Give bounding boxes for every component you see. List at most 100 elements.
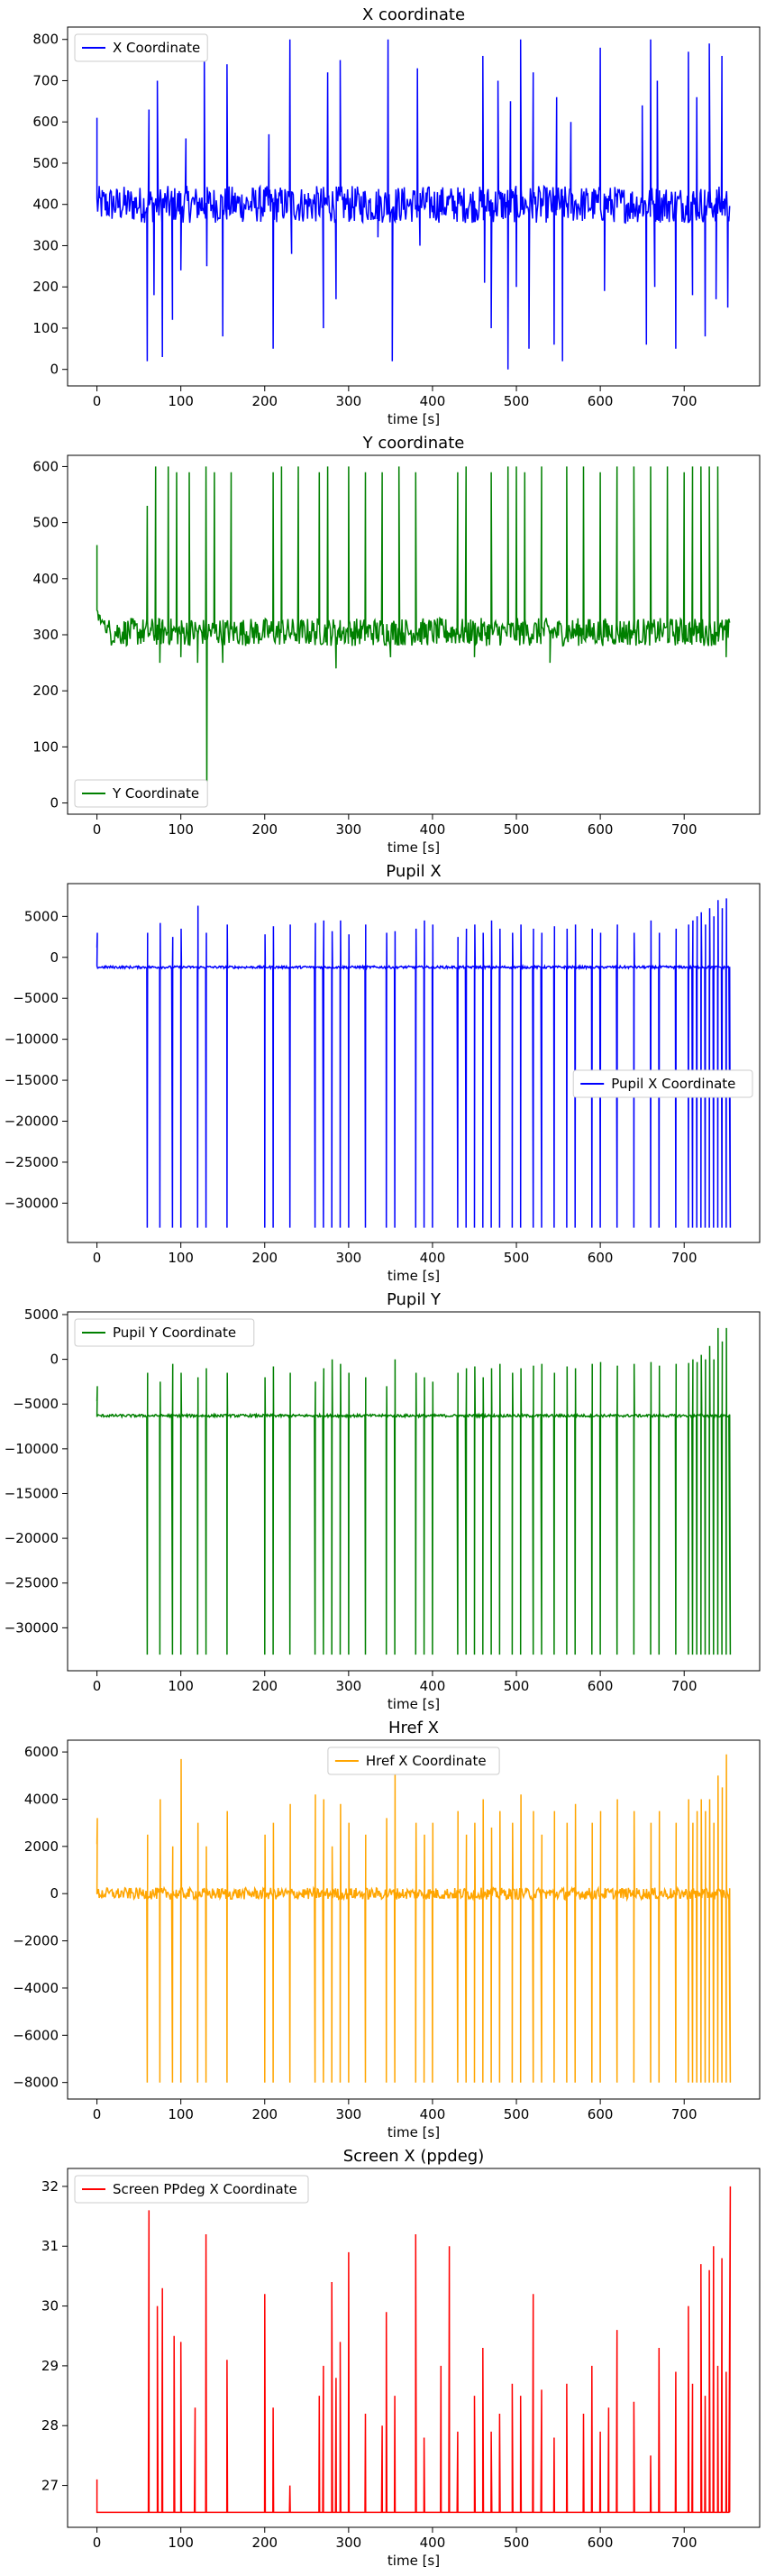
x-tick-label: 500 bbox=[504, 393, 530, 409]
legend-label: Pupil Y Coordinate bbox=[113, 1325, 236, 1341]
y-tick-label: 100 bbox=[32, 320, 59, 336]
chart-6: Screen X (ppdeg) 0 100 200 300 400 500 600 700 32… bbox=[41, 2147, 761, 2569]
y-tick-label: 400 bbox=[32, 571, 59, 587]
x-axis-label: time [s] bbox=[388, 2124, 440, 2141]
y-tick-label: −5000 bbox=[13, 990, 59, 1006]
x-tick-label: 400 bbox=[420, 1678, 446, 1694]
x-tick-label: 700 bbox=[671, 393, 698, 409]
x-tick-label: 600 bbox=[588, 2535, 614, 2551]
y-tick-label: 2000 bbox=[24, 1838, 59, 1855]
series-line bbox=[96, 2186, 732, 2514]
chart-1: X coordinate 0 100 200 300 400 500 600 700 0 100 20… bbox=[32, 5, 761, 427]
y-tick-label: 400 bbox=[32, 197, 59, 213]
legend-label: X Coordinate bbox=[113, 40, 200, 56]
chart-5: Href X 0 100 200 300 400 500 600 700 6000 4000 2000… bbox=[13, 1719, 761, 2141]
x-tick-label: 300 bbox=[336, 393, 362, 409]
x-tick-label: 200 bbox=[251, 1250, 278, 1266]
y-tick-label: 0 bbox=[50, 1352, 59, 1368]
y-tick-label: −20000 bbox=[5, 1530, 59, 1546]
y-tick-label: 200 bbox=[32, 279, 59, 295]
legend-box bbox=[572, 1069, 753, 1098]
x-tick-label: 400 bbox=[420, 1250, 446, 1266]
series-line bbox=[96, 1754, 732, 2083]
x-tick-label: 200 bbox=[251, 1678, 278, 1694]
x-tick-label: 500 bbox=[504, 1678, 530, 1694]
x-tick-label: 100 bbox=[168, 2535, 194, 2551]
x-tick-label: 400 bbox=[420, 2106, 446, 2122]
x-tick-label: 100 bbox=[168, 1678, 194, 1694]
legend: X Coordinate bbox=[74, 33, 208, 62]
x-tick-label: 600 bbox=[588, 393, 614, 409]
y-tick-label: −10000 bbox=[5, 1441, 59, 1457]
y-tick-label: −8000 bbox=[13, 2075, 59, 2091]
legend-label: Href X Coordinate bbox=[366, 1753, 487, 1769]
plot-frame bbox=[67, 2168, 761, 2528]
y-tick-label: −2000 bbox=[13, 1933, 59, 1949]
x-tick-label: 500 bbox=[504, 2535, 530, 2551]
y-tick-label: −15000 bbox=[5, 1485, 59, 1501]
x-tick-label: 700 bbox=[671, 1250, 698, 1266]
x-tick-label: 200 bbox=[251, 821, 278, 838]
y-tick-label: 32 bbox=[41, 2178, 59, 2195]
x-tick-label: 0 bbox=[93, 393, 102, 409]
legend-box bbox=[327, 1746, 500, 1775]
x-tick-label: 200 bbox=[251, 393, 278, 409]
x-tick-label: 600 bbox=[588, 2106, 614, 2122]
x-tick-label: 100 bbox=[168, 821, 194, 838]
y-tick-label: 300 bbox=[32, 237, 59, 253]
legend-box bbox=[74, 779, 208, 808]
x-tick-label: 0 bbox=[93, 2535, 102, 2551]
y-tick-label: −5000 bbox=[13, 1396, 59, 1412]
y-tick-label: 600 bbox=[32, 114, 59, 130]
chart-title: Screen X (ppdeg) bbox=[343, 2147, 484, 2166]
y-tick-label: −6000 bbox=[13, 2027, 59, 2043]
legend: Screen PPdeg X Coordinate bbox=[74, 2175, 309, 2204]
x-tick-label: 500 bbox=[504, 821, 530, 838]
y-tick-label: −15000 bbox=[5, 1072, 59, 1088]
legend-box bbox=[74, 2175, 309, 2204]
y-tick-label: −25000 bbox=[5, 1154, 59, 1170]
legend-label: Screen PPdeg X Coordinate bbox=[113, 2181, 297, 2197]
plot-frame bbox=[67, 1311, 761, 1672]
y-tick-label: 0 bbox=[50, 1885, 59, 1902]
y-tick-label: 0 bbox=[50, 949, 59, 966]
y-tick-label: 100 bbox=[32, 738, 59, 755]
x-tick-label: 400 bbox=[420, 393, 446, 409]
x-tick-label: 600 bbox=[588, 1678, 614, 1694]
y-tick-label: −10000 bbox=[5, 1031, 59, 1048]
x-tick-label: 500 bbox=[504, 2106, 530, 2122]
plot-frame bbox=[67, 1739, 761, 2100]
x-tick-label: 400 bbox=[420, 2535, 446, 2551]
y-tick-label: 700 bbox=[32, 72, 59, 88]
x-axis-label: time [s] bbox=[388, 1268, 440, 1284]
y-tick-label: −30000 bbox=[5, 1195, 59, 1211]
legend-label: Pupil X Coordinate bbox=[611, 1076, 735, 1092]
y-tick-label: 500 bbox=[32, 155, 59, 171]
y-tick-label: 29 bbox=[41, 2358, 59, 2374]
chart-title: X coordinate bbox=[362, 5, 465, 24]
x-tick-label: 700 bbox=[671, 2535, 698, 2551]
x-tick-label: 200 bbox=[251, 2106, 278, 2122]
series-line bbox=[96, 898, 732, 1228]
x-tick-label: 0 bbox=[93, 1678, 102, 1694]
y-tick-label: 28 bbox=[41, 2417, 59, 2434]
chart-title: Href X bbox=[388, 1719, 439, 1737]
y-tick-label: −25000 bbox=[5, 1575, 59, 1591]
x-axis-label: time [s] bbox=[388, 411, 440, 427]
x-tick-label: 300 bbox=[336, 2535, 362, 2551]
series-line bbox=[96, 466, 731, 801]
y-tick-label: −20000 bbox=[5, 1114, 59, 1130]
y-tick-label: 800 bbox=[32, 32, 59, 48]
chart-4: Pupil Y 0 100 200 300 400 500 600 700 5000 0 −5000 −… bbox=[5, 1290, 761, 1712]
legend: Y Coordinate bbox=[74, 779, 208, 808]
chart-title: Pupil X bbox=[386, 862, 441, 881]
y-tick-label: 31 bbox=[41, 2238, 59, 2254]
x-tick-label: 500 bbox=[504, 1250, 530, 1266]
x-tick-label: 100 bbox=[168, 1250, 194, 1266]
x-tick-label: 400 bbox=[420, 821, 446, 838]
y-tick-label: 5000 bbox=[24, 908, 59, 924]
y-tick-label: 5000 bbox=[24, 1306, 59, 1323]
chart-3: Pupil X 0 100 200 300 400 500 600 700 5000 0 −5000 −… bbox=[5, 862, 761, 1284]
x-axis-label: time [s] bbox=[388, 2553, 440, 2569]
